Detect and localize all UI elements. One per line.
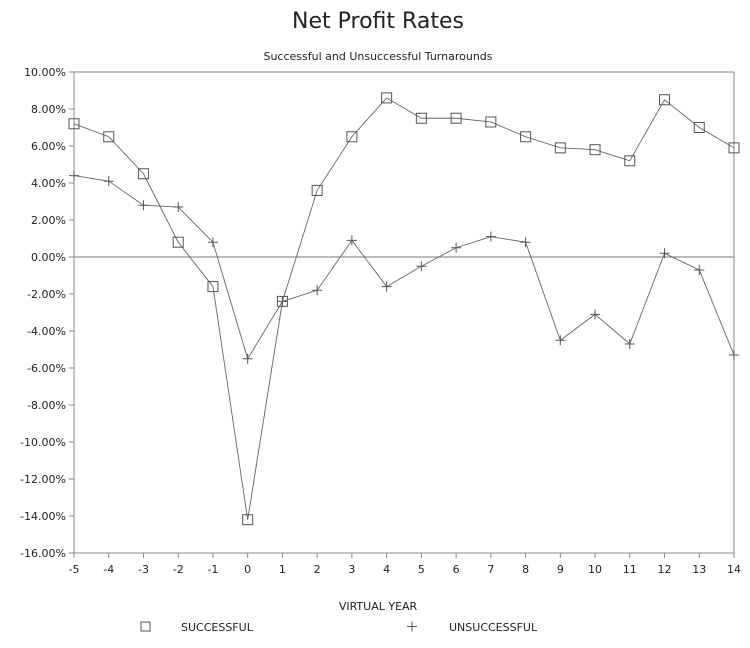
x-tick-label: 6: [453, 563, 460, 576]
point-successful: [415, 112, 427, 124]
point-successful: [311, 184, 323, 196]
point-successful: [554, 142, 566, 154]
point-unsuccessful: [590, 309, 601, 320]
point-unsuccessful: [207, 237, 218, 248]
legend-label-unsuccessful: UNSUCCESSFUL: [449, 621, 538, 634]
point-successful: [103, 131, 115, 143]
x-tick-label: 8: [522, 563, 529, 576]
point-unsuccessful: [346, 235, 357, 246]
x-tick-label: 1: [279, 563, 286, 576]
point-unsuccessful: [485, 231, 496, 242]
point-unsuccessful: [242, 353, 253, 364]
point-successful: [242, 514, 254, 526]
point-unsuccessful: [277, 296, 288, 307]
point-unsuccessful: [103, 176, 114, 187]
point-successful: [68, 118, 80, 130]
plot-area: [73, 71, 735, 554]
x-tick-label: 14: [727, 563, 741, 576]
point-successful: [693, 122, 705, 133]
x-tick-label: 11: [623, 563, 637, 576]
chart-title: Net Profit Rates: [292, 9, 464, 34]
point-unsuccessful: [451, 242, 462, 253]
point-unsuccessful: [381, 281, 392, 292]
point-successful: [624, 155, 636, 167]
y-tick-label: -14.00%: [20, 510, 66, 523]
point-successful: [207, 281, 219, 293]
x-tick-label: -1: [207, 563, 218, 576]
y-tick-label: 6.00%: [31, 140, 66, 153]
x-axis-label: VIRTUAL YEAR: [339, 600, 418, 613]
series-line-successful: [73, 97, 735, 520]
legend-label-successful: SUCCESSFUL: [181, 621, 254, 634]
x-tick-label: 7: [487, 563, 494, 576]
y-tick-label: -4.00%: [27, 325, 66, 338]
x-tick-label: -5: [69, 563, 80, 576]
legend-marker-successful: [140, 621, 151, 632]
y-axis: 10.00% 8.00% 6.00% 4.00% 2.00% 0.00% -2.00% -4.…: [20, 66, 74, 560]
x-tick-label: -2: [173, 563, 184, 576]
x-tick-label: 10: [588, 563, 602, 576]
y-tick-label: 8.00%: [31, 103, 66, 116]
point-successful: [172, 236, 184, 248]
y-tick-label: -2.00%: [27, 288, 66, 301]
series-group: [68, 92, 740, 526]
y-tick-label: 0.00%: [31, 251, 66, 264]
point-unsuccessful: [416, 261, 427, 272]
x-tick-label: 13: [692, 563, 706, 576]
point-unsuccessful: [138, 200, 149, 211]
point-successful: [450, 112, 462, 124]
y-tick-label: 2.00%: [31, 214, 66, 227]
series-line-unsuccessful: [73, 175, 735, 360]
x-tick-label: -4: [103, 563, 114, 576]
point-unsuccessful: [312, 285, 323, 296]
point-unsuccessful: [520, 237, 531, 248]
y-tick-label: -16.00%: [20, 547, 66, 560]
x-tick-label: 5: [418, 563, 425, 576]
point-successful: [728, 142, 740, 154]
point-successful: [137, 168, 149, 180]
legend-marker-unsuccessful: [407, 621, 417, 632]
x-axis: -5 -4 -3 -2 -1 0 1 2 3 4 5 6 7 8 9 10 11 12 13 14: [69, 553, 741, 576]
y-tick-label: -6.00%: [27, 362, 66, 375]
point-unsuccessful: [69, 170, 79, 181]
point-unsuccessful: [659, 248, 670, 259]
chart-subtitle: Successful and Unsuccessful Turnarounds: [263, 50, 492, 63]
point-unsuccessful: [173, 202, 184, 213]
point-successful: [381, 92, 393, 104]
x-tick-label: 9: [557, 563, 564, 576]
x-tick-label: 12: [658, 563, 672, 576]
point-successful: [520, 131, 532, 143]
y-tick-label: -8.00%: [27, 399, 66, 412]
point-successful: [589, 144, 601, 156]
legend: SUCCESSFUL UNSUCCESSFUL: [140, 621, 538, 634]
x-tick-label: 0: [244, 563, 251, 576]
y-tick-label: 10.00%: [24, 66, 66, 79]
point-unsuccessful: [729, 350, 739, 361]
x-tick-label: 4: [383, 563, 390, 576]
point-unsuccessful: [555, 335, 566, 346]
point-successful: [659, 94, 671, 106]
point-unsuccessful: [624, 338, 635, 349]
x-tick-label: 3: [348, 563, 355, 576]
y-tick-label: -12.00%: [20, 473, 66, 486]
y-tick-label: -10.00%: [20, 436, 66, 449]
y-tick-label: 4.00%: [31, 177, 66, 190]
x-tick-label: 2: [314, 563, 321, 576]
point-successful: [485, 116, 497, 128]
x-tick-label: -3: [138, 563, 149, 576]
point-unsuccessful: [694, 264, 705, 275]
point-successful: [346, 131, 358, 143]
